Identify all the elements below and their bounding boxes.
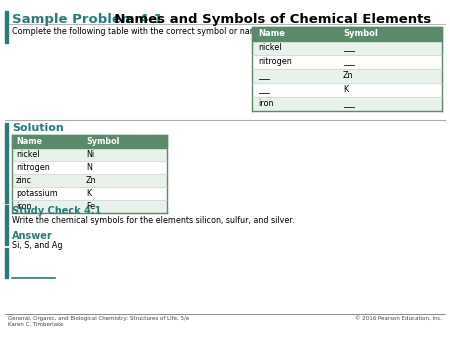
Text: Complete the following table with the correct symbol or name of each element:: Complete the following table with the co… [12, 27, 333, 36]
Text: nitrogen: nitrogen [258, 57, 292, 67]
Bar [5, 123, 8, 203]
Text: potassium: potassium [16, 189, 58, 198]
Text: ___: ___ [258, 72, 270, 80]
Text: Zn: Zn [343, 72, 354, 80]
Bar [5, 248, 8, 278]
Text: nickel: nickel [16, 150, 40, 159]
Bar [12, 148, 167, 161]
Text: ___: ___ [343, 57, 355, 67]
Text: Si, S, and Ag: Si, S, and Ag [12, 241, 63, 250]
Text: nitrogen: nitrogen [16, 163, 50, 172]
Bar [252, 69, 442, 83]
Bar [252, 97, 442, 111]
Bar [12, 200, 167, 213]
Bar [252, 27, 442, 41]
Text: © 2016 Pearson Education, Inc.: © 2016 Pearson Education, Inc. [355, 316, 442, 321]
Text: Sample Problem 4.1: Sample Problem 4.1 [12, 13, 163, 26]
Text: K: K [343, 86, 348, 95]
Text: Names and Symbols of Chemical Elements: Names and Symbols of Chemical Elements [105, 13, 431, 26]
Bar [252, 41, 442, 55]
Text: Name: Name [16, 137, 42, 146]
Text: Ni: Ni [86, 150, 94, 159]
Text: nickel: nickel [258, 44, 282, 52]
Text: General, Organic, and Biological Chemistry: Structures of Life, 5/e: General, Organic, and Biological Chemist… [8, 316, 189, 321]
Text: iron: iron [16, 202, 32, 211]
Text: iron: iron [258, 99, 274, 108]
Text: Name: Name [258, 29, 285, 38]
Text: zinc: zinc [16, 176, 32, 185]
Text: N: N [86, 163, 92, 172]
Bar [5, 205, 8, 245]
Bar [12, 174, 167, 187]
Text: Karen C. Timberlake: Karen C. Timberlake [8, 322, 63, 327]
Text: Zn: Zn [86, 176, 96, 185]
Text: K: K [86, 189, 91, 198]
Text: Study Check 4.1: Study Check 4.1 [12, 206, 101, 216]
Text: Solution: Solution [12, 123, 64, 133]
Bar [5, 11, 8, 43]
Text: ___: ___ [343, 44, 355, 52]
Text: ___: ___ [343, 99, 355, 108]
Text: ___: ___ [258, 86, 270, 95]
Bar [12, 135, 167, 148]
Text: Write the chemical symbols for the elements silicon, sulfur, and silver.: Write the chemical symbols for the eleme… [12, 216, 294, 225]
Text: Fe: Fe [86, 202, 95, 211]
Text: Answer: Answer [12, 231, 53, 241]
Text: Symbol: Symbol [343, 29, 378, 38]
Text: Symbol: Symbol [86, 137, 119, 146]
